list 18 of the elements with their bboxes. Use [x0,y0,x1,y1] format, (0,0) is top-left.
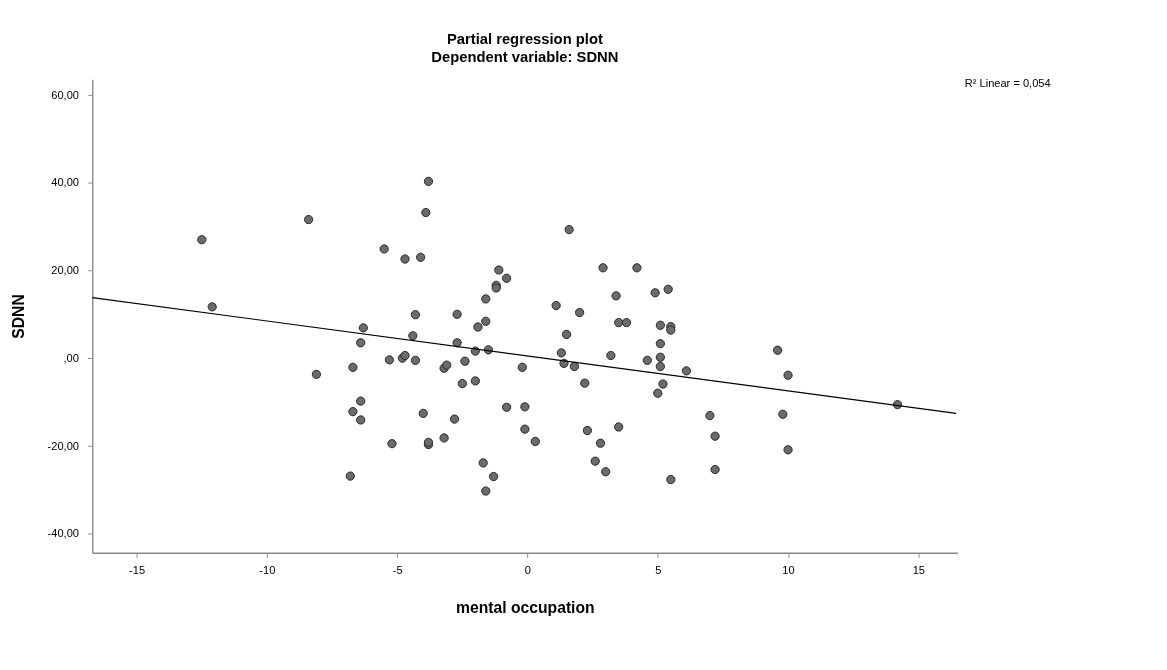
y-tick-label: -20,00 [47,439,79,452]
x-axis-title: mental occupation [456,599,595,617]
y-tick-label: -40,00 [47,527,79,540]
x-tick-label: 5 [655,563,662,576]
x-tick-label: 10 [782,563,795,576]
chart-title: Partial regression plot [446,31,603,48]
x-tick-label: 0 [524,563,532,576]
y-axis-title: SDNN [9,294,27,339]
x-tick-label: -15 [129,563,146,576]
x-tick-label: -5 [392,563,403,576]
x-tick-label: 15 [912,563,925,576]
y-tick-label: 40,00 [51,176,79,189]
chart-subtitle: Dependent variable: SDNN [431,48,619,65]
y-tick-label: 60,00 [51,88,79,101]
y-tick-label: ,00 [63,351,79,364]
text: R² Linear = 0,054 [964,76,1051,89]
x-tick-label: -10 [259,563,276,576]
y-tick-label: 20,00 [51,264,79,277]
